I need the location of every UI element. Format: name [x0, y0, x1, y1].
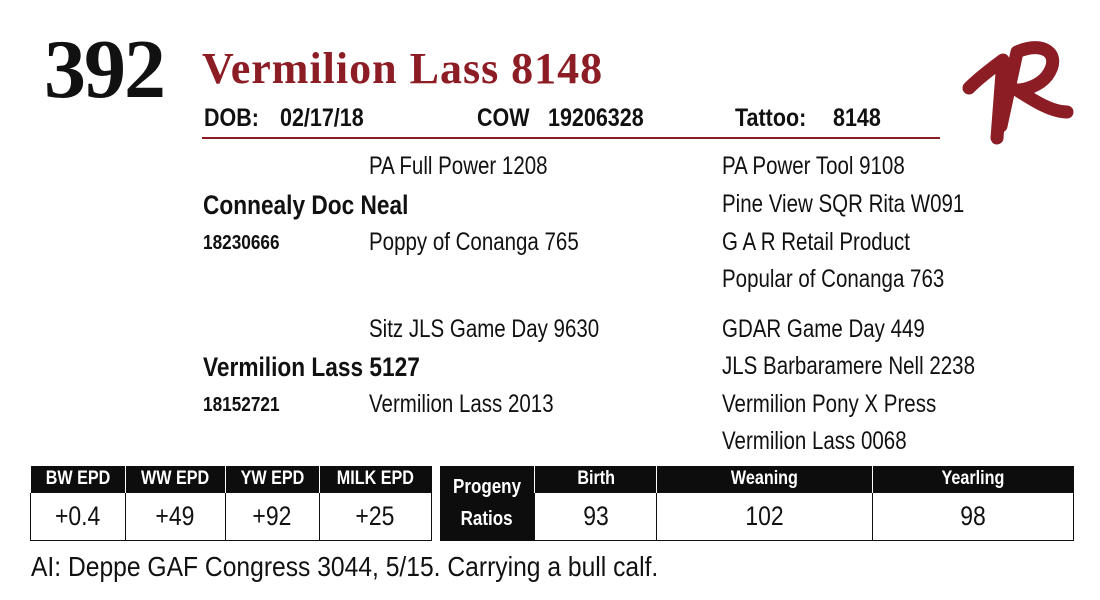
breeding-note: AI: Deppe GAF Congress 3044, 5/15. Carry…	[31, 551, 659, 582]
dam-sire: Sitz JLS Game Day 9630	[369, 315, 600, 343]
tattoo-value: 8148	[833, 104, 881, 132]
lot-number: 392	[44, 23, 166, 116]
dob-value: 02/17/18	[280, 104, 364, 132]
vr-brand-logo-icon	[962, 41, 1074, 145]
sire-dam-sire: G A R Retail Product	[722, 228, 911, 256]
weaning-ratio-header: Weaning	[656, 466, 873, 493]
dam-sire-dam: JLS Barbaramere Nell 2238	[722, 352, 975, 380]
progeny-ratios-table: Progeny Ratios Birth Weaning Yearling 93…	[440, 466, 1075, 541]
progeny-ratios-label: Progeny Ratios	[440, 466, 535, 541]
sire-sire-dam: Pine View SQR Rita W091	[722, 190, 965, 218]
sire-dam: Poppy of Conanga 765	[369, 228, 579, 256]
tattoo-label: Tattoo:	[735, 104, 807, 132]
yearling-ratio-value: 98	[871, 492, 1075, 541]
sire-sire-sire: PA Power Tool 9108	[722, 152, 905, 180]
bw-epd-value: +0.4	[30, 492, 126, 541]
weaning-ratio-value: 102	[656, 492, 873, 541]
dam-sire-sire: GDAR Game Day 449	[722, 315, 925, 343]
yearling-ratio-header: Yearling	[871, 466, 1074, 493]
epd-table: BW EPD WW EPD YW EPD MILK EPD +0.4 +49 +…	[30, 466, 432, 541]
dam-registration: 18152721	[203, 394, 280, 416]
header-divider	[202, 137, 940, 139]
ww-epd-value: +49	[124, 492, 226, 541]
sire-dam-dam: Popular of Conanga 763	[722, 265, 945, 293]
sire-registration: 18230666	[203, 232, 280, 254]
birth-ratio-value: 93	[533, 492, 658, 541]
dam-dam-sire: Vermilion Pony X Press	[722, 390, 937, 418]
animal-type: COW	[477, 104, 530, 132]
sire-name: Connealy Doc Neal	[203, 190, 409, 220]
bw-epd-header: BW EPD	[30, 466, 126, 493]
dam-dam: Vermilion Lass 2013	[369, 390, 554, 418]
dob-label: DOB:	[204, 104, 259, 132]
dam-dam-dam: Vermilion Lass 0068	[722, 427, 907, 455]
milk-epd-header: MILK EPD	[318, 466, 432, 493]
animal-name: Vermilion Lass 8148	[202, 44, 604, 93]
yw-epd-header: YW EPD	[224, 466, 319, 493]
sire-sire: PA Full Power 1208	[369, 152, 548, 180]
milk-epd-value: +25	[318, 492, 432, 541]
yw-epd-value: +92	[224, 492, 320, 541]
registration-number: 19206328	[548, 104, 644, 132]
dam-name: Vermilion Lass 5127	[203, 352, 420, 382]
birth-ratio-header: Birth	[533, 466, 657, 493]
ww-epd-header: WW EPD	[124, 466, 226, 493]
